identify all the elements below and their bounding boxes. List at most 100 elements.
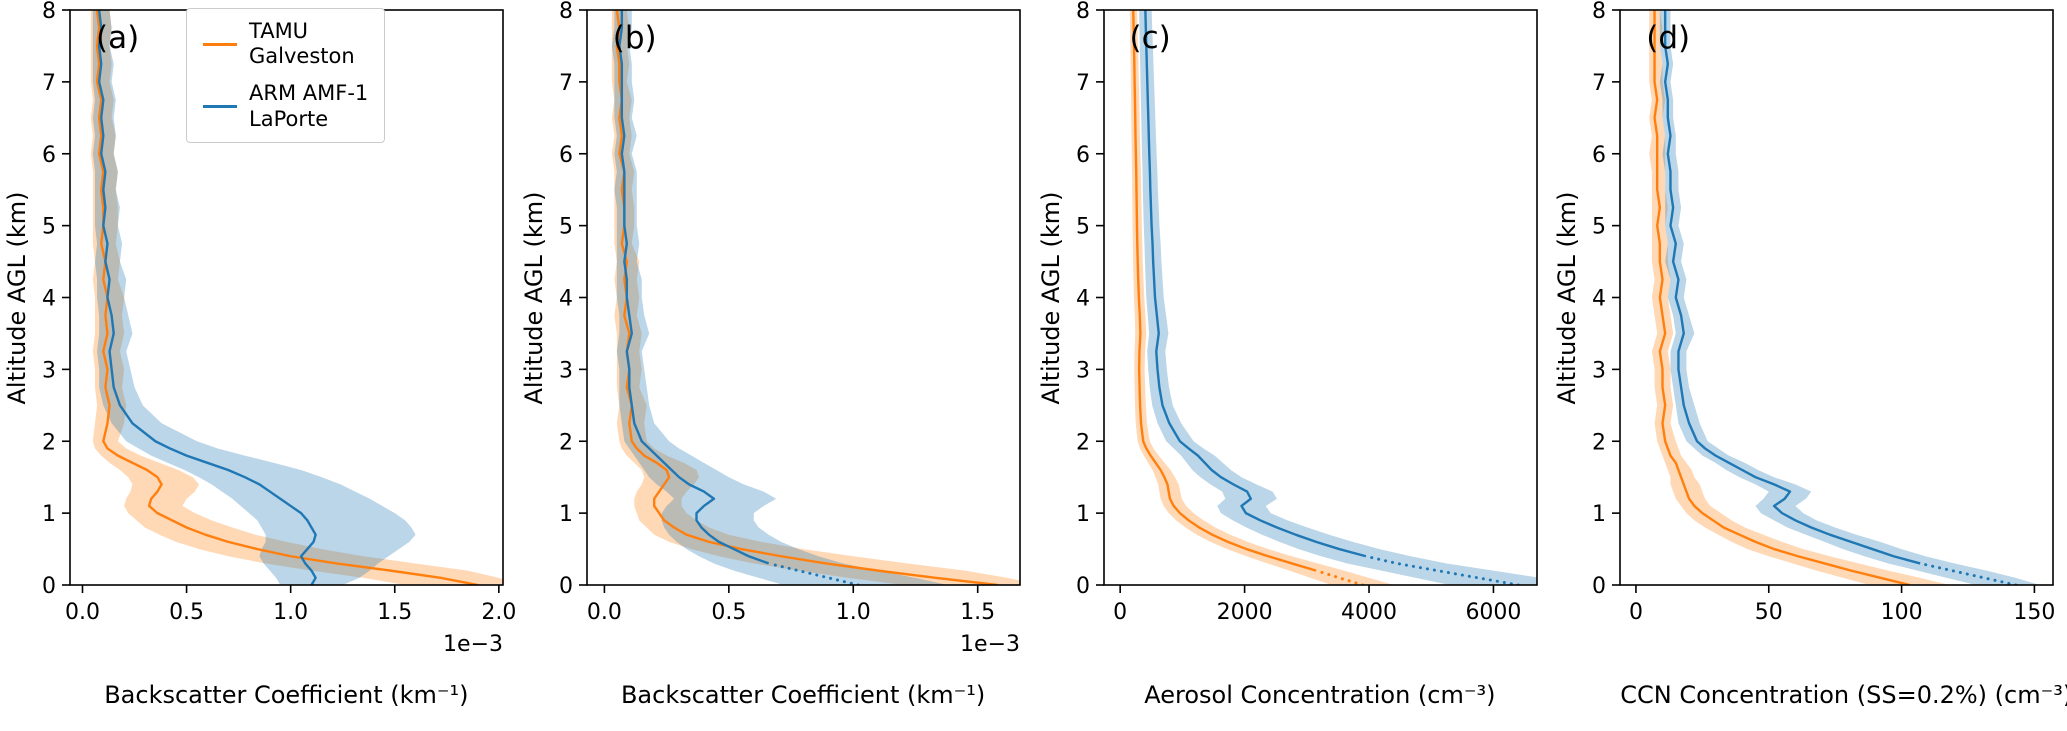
x-tick-label: 0.5 bbox=[711, 600, 746, 625]
x-tick-label: 0 bbox=[1113, 600, 1127, 625]
y-tick-label: 7 bbox=[1076, 71, 1090, 96]
y-tick-label: 1 bbox=[42, 502, 56, 527]
y-tick-label: 8 bbox=[42, 0, 56, 24]
panel-a: 0.0 0.5 1.0 1.5 2.0 0 1 2 3 4 5 6 7 8 1e−3 Altitude AG… bbox=[0, 0, 517, 727]
y-tick-label: 3 bbox=[1592, 358, 1606, 383]
y-tick-label: 6 bbox=[1592, 143, 1606, 168]
y-tick-label: 6 bbox=[559, 143, 573, 168]
x-tick-label: 4000 bbox=[1341, 600, 1397, 625]
arm-line-swatch bbox=[203, 105, 237, 109]
arm-amf-1-laporte-line bbox=[617, 10, 769, 565]
y-tick-label: 0 bbox=[42, 574, 56, 599]
arm-amf-1-laporte-line-dotted bbox=[766, 561, 860, 585]
legend-entry-tamu: TAMU Galveston bbox=[203, 19, 368, 69]
legend-label-arm: ARM AMF-1 LaPorte bbox=[249, 81, 368, 131]
arm-amf-1-laporte-line-dotted bbox=[1363, 554, 1520, 585]
x-axis-label-b: Backscatter Coefficient (km⁻¹) bbox=[620, 681, 986, 709]
tamu-line-swatch bbox=[203, 42, 237, 46]
y-tick-label: 3 bbox=[1076, 358, 1090, 383]
chart-svg-a: 0.0 0.5 1.0 1.5 2.0 0 1 2 3 4 5 6 7 8 1e−3 bbox=[42, 0, 516, 657]
y-tick-label: 4 bbox=[42, 287, 56, 312]
y-axis-label: Altitude AGL (km) bbox=[519, 191, 548, 405]
x-axis-label-c: Aerosol Concentration (cm⁻³) bbox=[1144, 681, 1496, 709]
y-axis-label: Altitude AGL (km) bbox=[1553, 191, 1582, 405]
y-tick-label: 0 bbox=[1592, 574, 1606, 599]
tamu-galveston-line-dotted bbox=[1314, 569, 1364, 585]
y-tick-label: 2 bbox=[559, 430, 573, 455]
plot-area bbox=[90, 10, 503, 585]
y-tick-label: 1 bbox=[1592, 502, 1606, 527]
legend-label-arm-line1: ARM AMF-1 bbox=[249, 81, 369, 106]
x-tick-label: 1.5 bbox=[377, 600, 412, 625]
tamu-galveston-band bbox=[611, 10, 1020, 585]
y-tick-label: 2 bbox=[1076, 430, 1090, 455]
y-tick-label: 2 bbox=[1592, 430, 1606, 455]
legend-label-tamu-line1: TAMU bbox=[249, 19, 309, 43]
x-tick-label: 6000 bbox=[1465, 600, 1521, 625]
y-axis-label: Altitude AGL (km) bbox=[3, 191, 31, 405]
y-tick-label: 6 bbox=[1076, 143, 1090, 168]
arm-amf-1-laporte-line bbox=[97, 10, 317, 585]
panel-letter-d: (d) bbox=[1646, 20, 1691, 56]
x-tick-label: 2.0 bbox=[481, 600, 516, 625]
axis-offset-label: 1e−3 bbox=[960, 632, 1020, 657]
x-tick-label: 0.0 bbox=[587, 600, 622, 625]
x-tick-label: 0.5 bbox=[169, 600, 204, 625]
y-tick-label: 0 bbox=[559, 574, 573, 599]
y-tick-label: 4 bbox=[1592, 287, 1606, 312]
arm-amf-1-laporte-line-dotted bbox=[1918, 561, 2018, 585]
chart-svg-c: 0 2000 4000 6000 0 1 2 3 4 5 6 7 8 bbox=[1076, 0, 1538, 625]
y-tick-label: 0 bbox=[1076, 574, 1090, 599]
arm-amf-1-laporte-band bbox=[1660, 10, 2040, 585]
y-tick-label: 7 bbox=[42, 71, 56, 96]
panel-c-chart: 0 2000 4000 6000 0 1 2 3 4 5 6 7 8 bbox=[1034, 0, 1551, 727]
x-tick-label: 150 bbox=[2014, 600, 2056, 625]
plot-area bbox=[611, 10, 1020, 585]
legend: TAMU Galveston ARM AMF-1 LaPorte bbox=[186, 8, 386, 143]
panel-d-chart: 0 50 100 150 0 1 2 3 4 5 6 7 8 bbox=[1550, 0, 2067, 727]
plot-area bbox=[1129, 10, 1537, 585]
y-tick-label: 8 bbox=[1076, 0, 1090, 24]
x-tick-label: 0 bbox=[1629, 600, 1643, 625]
tamu-galveston-line bbox=[1131, 10, 1316, 572]
y-tick-label: 6 bbox=[42, 143, 56, 168]
y-tick-label: 5 bbox=[42, 215, 56, 240]
tamu-galveston-line bbox=[1653, 10, 1911, 585]
arm-amf-1-laporte-band bbox=[92, 10, 416, 585]
x-tick-label: 50 bbox=[1755, 600, 1783, 625]
y-tick-label: 7 bbox=[1592, 71, 1606, 96]
x-tick-label: 2000 bbox=[1216, 600, 1272, 625]
legend-entry-arm: ARM AMF-1 LaPorte bbox=[203, 81, 368, 131]
arm-amf-1-laporte-line bbox=[1664, 10, 1921, 565]
arm-amf-1-laporte-band bbox=[1138, 10, 1537, 585]
plot-area bbox=[1649, 10, 2040, 585]
y-axis-label: Altitude AGL (km) bbox=[1036, 191, 1065, 405]
panel-a-chart: 0.0 0.5 1.0 1.5 2.0 0 1 2 3 4 5 6 7 8 1e−3 bbox=[0, 0, 517, 727]
y-tick-label: 8 bbox=[1592, 0, 1606, 24]
y-tick-label: 4 bbox=[559, 287, 573, 312]
x-axis-label-d: CCN Concentration (SS=0.2%) (cm⁻³) bbox=[1620, 681, 2067, 709]
arm-amf-1-laporte-line bbox=[1143, 10, 1366, 558]
x-tick-label: 1.0 bbox=[836, 600, 871, 625]
panel-letter-a: (a) bbox=[96, 20, 140, 56]
y-tick-label: 3 bbox=[42, 358, 56, 383]
panel-b-chart: 0.0 0.5 1.0 1.5 0 1 2 3 4 5 6 7 8 1e−3 bbox=[517, 0, 1034, 727]
y-tick-label: 5 bbox=[1076, 215, 1090, 240]
panel-b: 0.0 0.5 1.0 1.5 0 1 2 3 4 5 6 7 8 1e−3 Altitude AGL (… bbox=[517, 0, 1034, 727]
y-tick-label: 1 bbox=[1076, 502, 1090, 527]
legend-label-tamu-line2: Galveston bbox=[249, 44, 355, 69]
x-tick-label: 1.5 bbox=[960, 600, 995, 625]
chart-svg-d: 0 50 100 150 0 1 2 3 4 5 6 7 8 bbox=[1592, 0, 2056, 625]
x-axis-label-a: Backscatter Coefficient (km⁻¹) bbox=[104, 681, 469, 709]
legend-label-tamu: TAMU Galveston bbox=[249, 19, 355, 69]
y-tick-label: 4 bbox=[1076, 287, 1090, 312]
y-tick-label: 2 bbox=[42, 430, 56, 455]
legend-label-arm-line2: LaPorte bbox=[249, 106, 329, 131]
tamu-galveston-line bbox=[95, 10, 479, 585]
panel-d: 0 50 100 150 0 1 2 3 4 5 6 7 8 Altitude AGL (km) CCN… bbox=[1550, 0, 2067, 727]
axis-offset-label: 1e−3 bbox=[443, 632, 503, 657]
panel-letter-b: (b) bbox=[612, 20, 657, 56]
y-tick-label: 5 bbox=[1592, 215, 1606, 240]
y-tick-label: 8 bbox=[559, 0, 573, 24]
